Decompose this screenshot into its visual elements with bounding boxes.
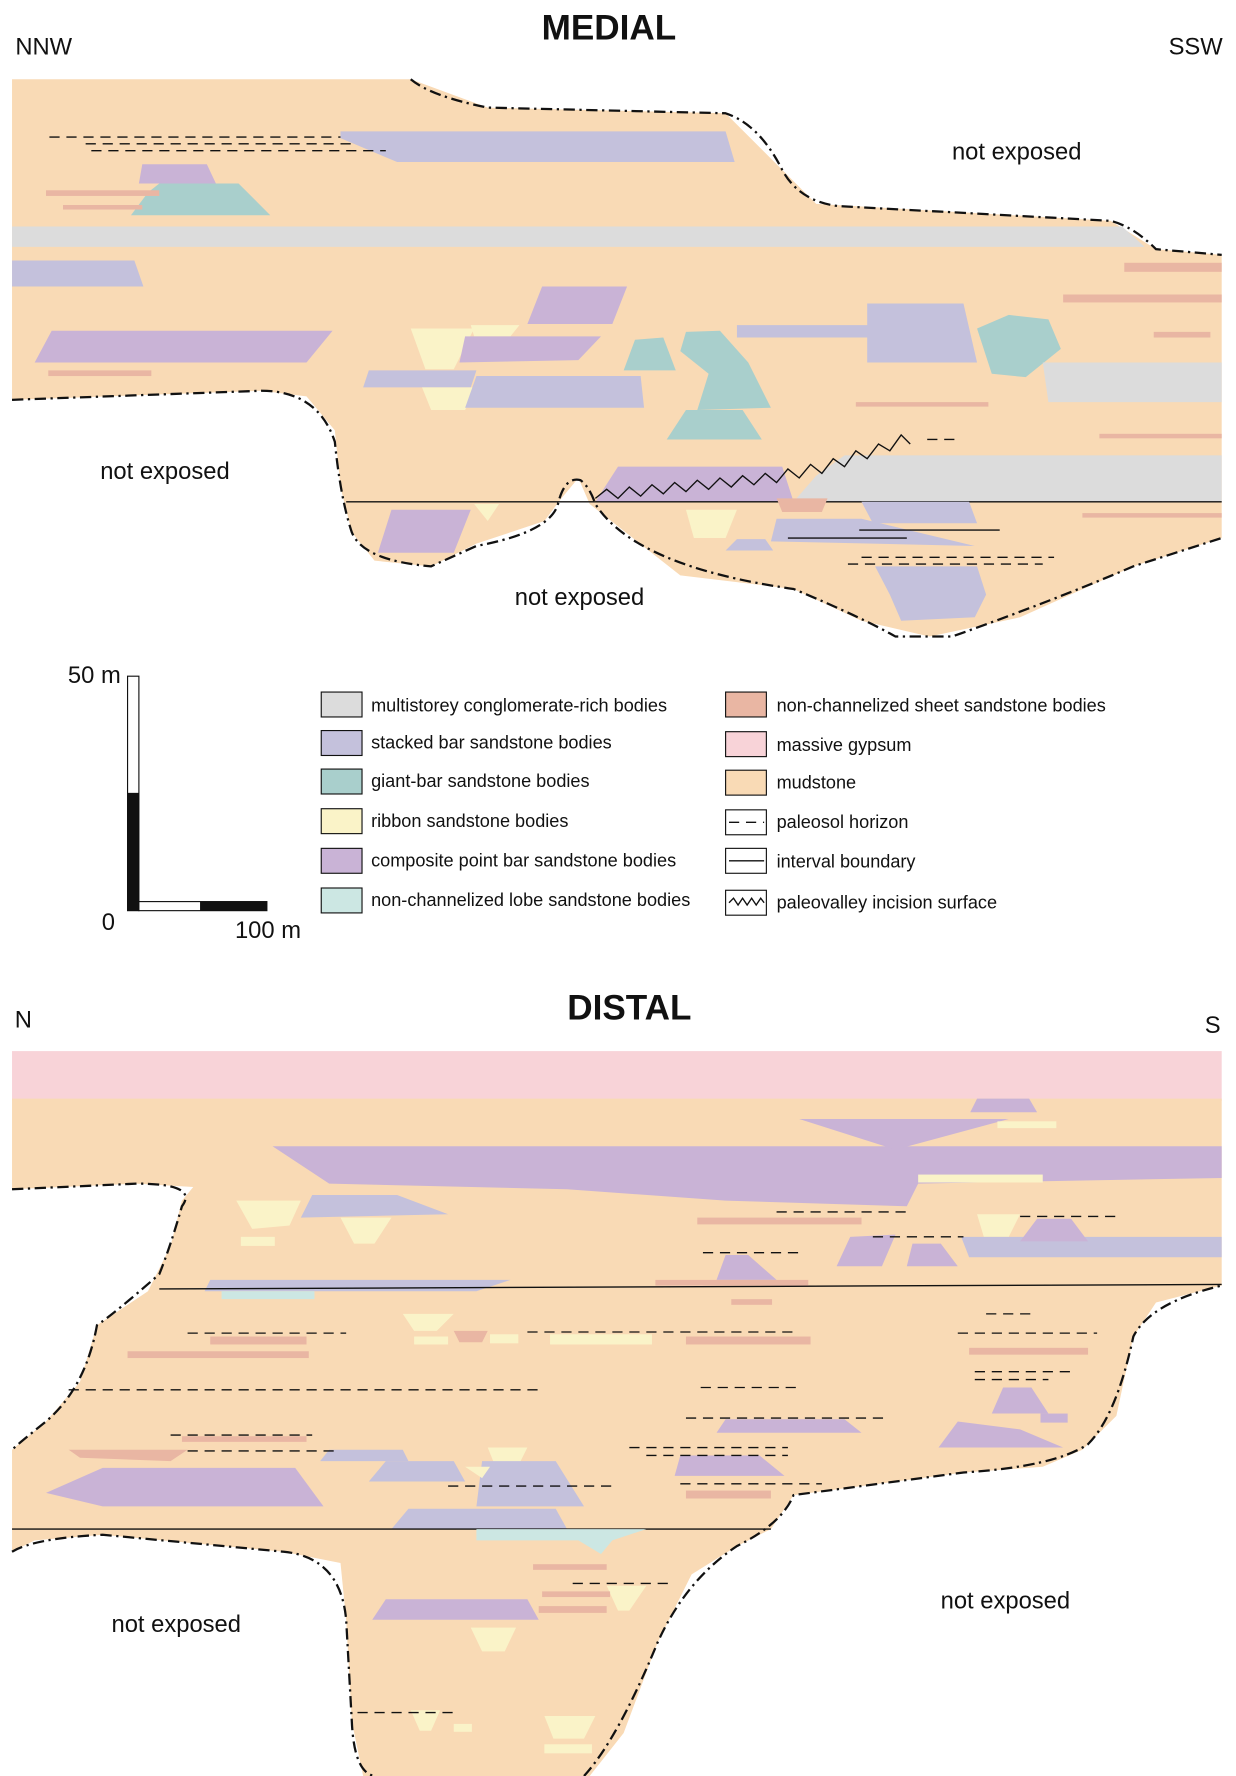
ribbon-body bbox=[414, 1337, 448, 1345]
point-bar-body bbox=[459, 336, 601, 362]
distal-section: DISTAL N S not exposed not exposed bbox=[12, 988, 1222, 1776]
scale-label: 50 m bbox=[68, 662, 121, 689]
sheet-body bbox=[48, 370, 151, 376]
legend-swatch bbox=[321, 848, 362, 873]
ribbon-body bbox=[544, 1744, 592, 1753]
direction-label: S bbox=[1205, 1012, 1221, 1039]
sheet-body bbox=[856, 402, 989, 407]
point-bar-body bbox=[527, 287, 627, 324]
ribbon-body bbox=[490, 1334, 518, 1343]
ribbon-body bbox=[918, 1175, 1043, 1183]
legend-swatch bbox=[321, 888, 362, 913]
stacked-bar-body bbox=[961, 1237, 1222, 1257]
stacked-bar-body bbox=[12, 261, 143, 287]
sheet-body bbox=[697, 1218, 861, 1225]
point-bar-body bbox=[970, 1099, 1037, 1113]
sheet-body bbox=[539, 1606, 607, 1613]
sheet-body bbox=[1082, 513, 1221, 518]
sheet-body bbox=[1099, 434, 1221, 439]
legend-label: paleosol horizon bbox=[777, 812, 909, 832]
area-label: not exposed bbox=[515, 584, 645, 611]
sheet-body bbox=[1063, 294, 1222, 302]
stacked-bar-body bbox=[205, 1280, 511, 1291]
point-bar-body bbox=[595, 467, 793, 502]
lobe-body bbox=[222, 1291, 315, 1299]
ribbon-body bbox=[454, 1724, 472, 1732]
legend-label: giant-bar sandstone bodies bbox=[371, 771, 589, 791]
stacked-bar-body bbox=[862, 502, 978, 524]
legend-swatch bbox=[726, 732, 767, 757]
sheet-body bbox=[686, 1337, 811, 1345]
legend-label: mudstone bbox=[777, 772, 857, 792]
sheet-body bbox=[777, 498, 828, 512]
legend-swatch bbox=[321, 769, 362, 794]
sheet-body bbox=[533, 1564, 607, 1570]
stacked-bar-body bbox=[465, 376, 644, 408]
legend-swatch bbox=[726, 770, 767, 795]
sheet-body bbox=[686, 1491, 771, 1499]
sheet-body bbox=[1154, 332, 1211, 338]
legend-label: non-channelized lobe sandstone bodies bbox=[371, 890, 690, 910]
scale-horizontal-fill bbox=[200, 902, 267, 911]
legend-swatch bbox=[321, 809, 362, 834]
legend-label: multistorey conglomerate-rich bodies bbox=[371, 695, 667, 715]
scale-bar: 50 m 0 100 m bbox=[68, 662, 301, 944]
sheet-body bbox=[731, 1299, 772, 1305]
ribbon-body bbox=[550, 1334, 652, 1344]
point-bar-body bbox=[372, 1599, 539, 1619]
sheet-body bbox=[655, 1280, 808, 1286]
direction-label: SSW bbox=[1169, 33, 1224, 60]
stacked-bar-body bbox=[391, 1509, 567, 1529]
conglomerate-body bbox=[794, 455, 1222, 501]
conglomerate-body bbox=[12, 227, 1145, 247]
area-label: not exposed bbox=[952, 139, 1081, 166]
legend-swatch bbox=[321, 731, 362, 756]
legend-label: stacked bar sandstone bodies bbox=[371, 733, 612, 753]
legend-label: non-channelized sheet sandstone bodies bbox=[777, 695, 1106, 715]
stacked-bar-body bbox=[363, 370, 476, 387]
sheet-body bbox=[210, 1337, 306, 1345]
sheet-body bbox=[128, 1351, 309, 1358]
sheet-body bbox=[969, 1348, 1088, 1355]
direction-label: NNW bbox=[15, 33, 72, 60]
stacked-bar-body bbox=[341, 131, 735, 162]
stacked-bar-body bbox=[369, 1461, 465, 1481]
sheet-body bbox=[46, 190, 159, 196]
gypsum bbox=[12, 1051, 1222, 1101]
sheet-body bbox=[542, 1591, 610, 1597]
legend: multistorey conglomerate-rich bodies sta… bbox=[321, 692, 1106, 915]
ribbon-body bbox=[241, 1237, 275, 1246]
sheet-body bbox=[1124, 263, 1221, 272]
point-bar-body bbox=[139, 164, 216, 183]
point-bar-body bbox=[717, 1419, 862, 1433]
area-label: not exposed bbox=[112, 1611, 242, 1638]
conglomerate-body bbox=[1043, 362, 1222, 402]
point-bar-body bbox=[1040, 1414, 1067, 1423]
area-label: not exposed bbox=[941, 1587, 1070, 1614]
section-title: MEDIAL bbox=[542, 9, 677, 48]
legend-swatch bbox=[726, 692, 767, 717]
diagram: MEDIAL NNW SSW not exposed not exposed n… bbox=[0, 0, 1236, 1776]
scale-label: 100 m bbox=[235, 917, 301, 944]
sheet-body bbox=[63, 205, 142, 210]
legend-label: interval boundary bbox=[777, 852, 917, 872]
ribbon-body bbox=[997, 1121, 1056, 1128]
scale-label: 0 bbox=[102, 909, 115, 936]
scale-vertical-fill bbox=[128, 793, 139, 911]
medial-section: MEDIAL NNW SSW not exposed not exposed n… bbox=[12, 9, 1223, 637]
sheet-body bbox=[182, 1436, 307, 1442]
legend-label: massive gypsum bbox=[777, 735, 912, 755]
direction-label: N bbox=[15, 1006, 32, 1033]
legend-label: composite point bar sandstone bodies bbox=[371, 850, 676, 870]
legend-label: ribbon sandstone bodies bbox=[371, 811, 568, 831]
sheet-body bbox=[454, 1331, 488, 1342]
legend-swatch bbox=[321, 692, 362, 717]
area-label: not exposed bbox=[100, 458, 230, 485]
section-title: DISTAL bbox=[567, 988, 691, 1027]
point-bar-body bbox=[35, 331, 333, 363]
legend-label: paleovalley incision surface bbox=[777, 892, 997, 912]
